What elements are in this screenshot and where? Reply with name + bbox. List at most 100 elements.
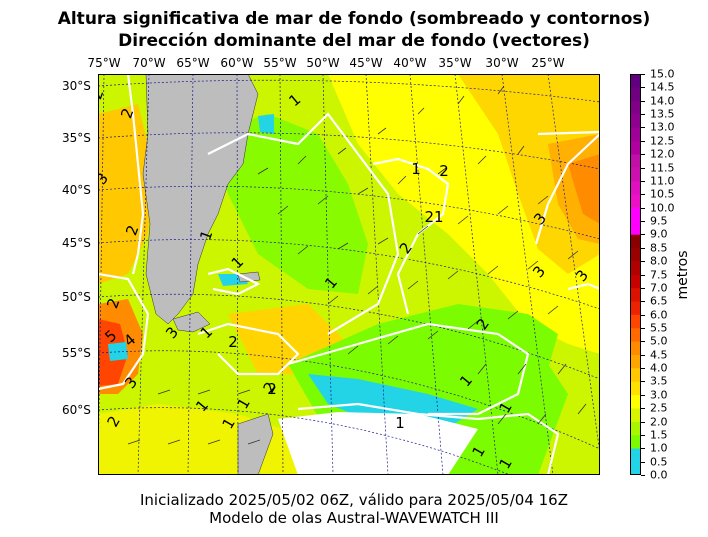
lat-label: 45°S [62, 236, 91, 250]
colorbar-tick-label: 4.5 [650, 348, 668, 362]
vector-arrow [127, 439, 141, 445]
colorbar-tick [641, 394, 645, 396]
swell-vectors [127, 85, 587, 445]
colorbar-tick-label: 6.5 [650, 294, 668, 308]
vector-arrow [347, 345, 359, 355]
vector-arrow [427, 330, 439, 340]
vector-arrow [167, 439, 181, 445]
colorbar-tick-label: 10.0 [650, 201, 675, 215]
meridian-line [279, 74, 284, 475]
contour-line [207, 112, 400, 335]
colorbar-segment [630, 421, 641, 436]
footer-line2: Modelo de olas Austral-WAVEWATCH III [209, 509, 499, 527]
parallel-line [98, 239, 600, 310]
colorbar-tick [641, 127, 645, 129]
colorbar-tick-label: 1.5 [650, 428, 668, 442]
colorbar-tick-label: 3.0 [650, 388, 668, 402]
colorbar-tick-label: 0.0 [650, 468, 668, 482]
colorbar-tick-label: 9.0 [650, 227, 668, 241]
colorbar-tick [641, 114, 645, 116]
colorbar-tick-label: 5.0 [650, 334, 668, 348]
colorbar-tick-label: 8.0 [650, 254, 668, 268]
colorbar-tick-label: 11.5 [650, 161, 675, 175]
colorbar-segment [630, 221, 641, 235]
lon-label: 30°W [485, 56, 519, 70]
colorbar-segment [630, 314, 641, 329]
colorbar-tick [641, 327, 645, 329]
colorbar-tick [641, 234, 645, 236]
colorbar-segment [630, 100, 641, 115]
colorbar-segment [630, 274, 641, 289]
contour-line [567, 282, 600, 291]
band-cyan-1 [258, 114, 274, 134]
vector-arrow [317, 195, 329, 205]
vector-arrow [467, 320, 479, 330]
colorbar-tick-label: 10.5 [650, 187, 675, 201]
vector-arrow [487, 265, 499, 275]
contour-label: 1 [411, 160, 421, 178]
contour-lines [98, 74, 600, 475]
colorbar-segment [630, 114, 641, 128]
colorbar-tick [641, 221, 645, 223]
vector-arrow [337, 242, 349, 250]
contour-label: 21 [424, 208, 443, 226]
colorbar-tick [641, 261, 645, 263]
meridian-line [501, 74, 554, 475]
vector-arrow [397, 175, 407, 185]
colorbar-tick [641, 314, 645, 316]
band-darkorange-ne [568, 154, 600, 224]
colorbar-segments [630, 74, 641, 475]
contour-line [537, 130, 600, 136]
vector-arrow [357, 187, 369, 195]
vector-arrow [457, 95, 465, 105]
vector-arrow [557, 363, 567, 375]
colorbar-tick-label: 12.5 [650, 134, 675, 148]
vector-arrow [277, 205, 289, 215]
vector-arrow [337, 147, 347, 155]
colorbar-tick-label: 2.0 [650, 415, 668, 429]
vector-arrow [537, 413, 547, 425]
contour-label: 2 [267, 380, 277, 398]
vector-arrow [567, 250, 579, 260]
vector-arrow [507, 310, 519, 320]
parallel-line [98, 293, 600, 380]
lat-label: 55°S [62, 346, 91, 360]
contour-line [197, 322, 300, 376]
vector-arrow [477, 363, 487, 375]
contour-line [287, 322, 530, 416]
colorbar-segment [630, 461, 641, 475]
map-title-line1: Altura significativa de mar de fondo (so… [57, 9, 651, 29]
colorbar-tick-label: 3.5 [650, 374, 668, 388]
vector-arrow [247, 439, 261, 445]
colorbar-unit-label: metros [675, 250, 691, 300]
lat-label: 50°S [62, 290, 91, 304]
meridian-line [187, 74, 194, 475]
colorbar-segment [630, 354, 641, 369]
colorbar-segment [630, 408, 641, 422]
colorbar-tick [641, 475, 645, 476]
colorbar-segment [630, 207, 641, 222]
vector-arrow [417, 107, 425, 115]
colorbar-segment [630, 448, 641, 462]
vector-arrow [417, 225, 429, 235]
map-frame [98, 74, 600, 475]
lat-label: 35°S [62, 131, 91, 145]
lat-label: 60°S [62, 403, 91, 417]
colorbar-tick-label: 2.5 [650, 401, 668, 415]
meridian-line [322, 74, 334, 475]
lon-label: 35°W [438, 56, 472, 70]
lat-label: 30°S [62, 79, 91, 93]
vector-arrow [297, 155, 307, 165]
falkland-islands-land [237, 271, 261, 283]
lat-label: 40°S [62, 183, 91, 197]
colorbar-tick [641, 74, 645, 75]
colorbar-tick-label: 11.0 [650, 174, 675, 188]
colorbar-tick [641, 87, 645, 89]
tierra-del-fuego-land [172, 311, 211, 333]
colorbar-segment [630, 154, 641, 168]
colorbar-tick-label: 1.0 [650, 441, 668, 455]
colorbar-tick [641, 368, 645, 370]
vector-arrow [577, 403, 587, 415]
contour-line [126, 74, 145, 275]
meridian-line [365, 74, 389, 475]
